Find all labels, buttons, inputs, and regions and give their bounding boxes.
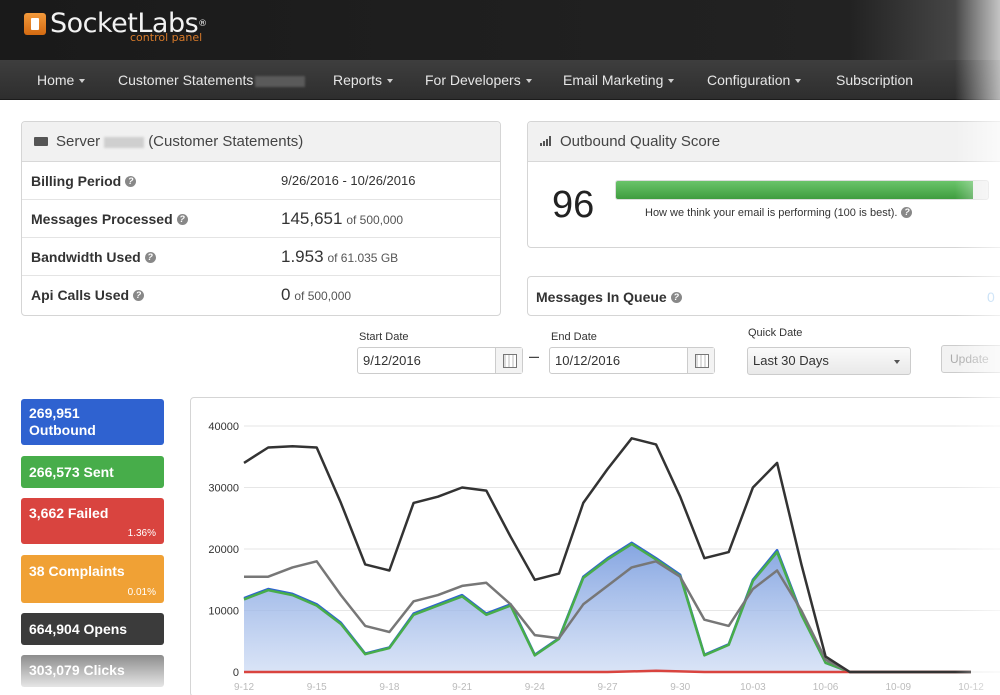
- socketlabs-logo[interactable]: SocketLabs®: [24, 9, 207, 51]
- stat-failed[interactable]: 3,662 Failed 1.36%: [21, 498, 164, 544]
- billing-period-value: 9/26/2016 - 10/26/2016: [281, 173, 416, 188]
- calendar-icon[interactable]: [495, 348, 522, 373]
- nav-subscription[interactable]: Subscription: [836, 72, 914, 88]
- stat-outbound[interactable]: 269,951 Outbound: [21, 399, 164, 445]
- y-tick-label: 0: [233, 667, 239, 679]
- top-header: SocketLabs® control panel: [0, 0, 1000, 60]
- y-tick-label: 20000: [208, 544, 239, 556]
- start-date-input[interactable]: 9/12/2016: [357, 347, 523, 374]
- api-calls-row: Api Calls Used? 0 of 500,000: [22, 276, 500, 314]
- caret-down-icon: [668, 79, 675, 84]
- series-opens-line[interactable]: [243, 437, 971, 674]
- logo-mark-icon: [24, 13, 46, 35]
- stat-clicks-label: 303,079 Clicks: [29, 662, 125, 678]
- chevron-down-icon: [894, 360, 900, 364]
- row-label: Bandwidth Used?: [31, 238, 156, 276]
- x-tick-label: 9-27: [597, 682, 617, 693]
- bandwidth-used-row: Bandwidth Used? 1.953 of 61.035 GB: [22, 238, 500, 276]
- quality-score-bar: [615, 180, 989, 200]
- activity-chart: 0 10000 20000 30000 40000 9-12 9-15 9-18 9-21 9-2…: [190, 397, 1000, 695]
- x-tick-label: 10-03: [740, 682, 766, 693]
- row-label: Api Calls Used?: [31, 276, 145, 314]
- y-tick-label: 10000: [208, 606, 239, 618]
- help-icon[interactable]: ?: [144, 251, 156, 263]
- bandwidth-used-value: 1.953 of 61.035 GB: [281, 247, 399, 266]
- row-label: Billing Period?: [31, 162, 137, 200]
- messages-processed-row: Messages Processed? 145,651 of 500,000: [22, 200, 500, 238]
- stat-outbound-count: 269,951: [29, 405, 80, 421]
- stat-opens[interactable]: 664,904 Opens: [21, 613, 164, 645]
- nav-for-developers[interactable]: For Developers: [425, 60, 532, 100]
- quick-date-select[interactable]: Last 30 Days: [747, 347, 911, 375]
- server-panel-title: Server (Customer Statements): [22, 122, 500, 162]
- redacted-server-name: [104, 136, 145, 148]
- quality-score-panel: Outbound Quality Score 96 How we think y…: [527, 121, 1000, 248]
- nav-home[interactable]: Home: [37, 60, 86, 100]
- x-tick-label: 10-06: [813, 682, 839, 693]
- nav-email-marketing[interactable]: Email Marketing: [563, 60, 675, 100]
- y-tick-label: 40000: [208, 421, 239, 433]
- caret-down-icon: [525, 79, 532, 84]
- end-date-input[interactable]: 10/12/2016: [549, 347, 715, 374]
- main-nav: Home Customer Statements Reports For Dev…: [0, 60, 1000, 100]
- quality-panel-title: Outbound Quality Score: [528, 122, 1000, 162]
- logo-subtitle: control panel: [130, 31, 203, 44]
- series-outbound-area: [244, 542, 971, 672]
- api-calls-value: 0 of 500,000: [281, 285, 352, 304]
- messages-in-queue: Messages In Queue? 0: [527, 276, 1000, 316]
- x-tick-label: 9-21: [452, 682, 472, 693]
- stat-failed-percent: 1.36%: [127, 528, 156, 539]
- quality-score-value: 96: [552, 184, 595, 226]
- x-tick-label: 9-30: [670, 682, 690, 693]
- queue-label: Messages In Queue?: [536, 277, 682, 317]
- caret-down-icon: [795, 79, 802, 84]
- messages-processed-value: 145,651 of 500,000: [281, 209, 404, 228]
- stat-opens-label: 664,904 Opens: [29, 621, 128, 637]
- logo-wordmark: SocketLabs®: [50, 8, 207, 39]
- help-icon[interactable]: ?: [901, 206, 913, 218]
- quality-score-caption: How we think your email is performing (1…: [645, 206, 913, 219]
- queue-count: 0: [987, 289, 995, 305]
- stat-complaints-label: 38 Complaints: [29, 563, 125, 579]
- nav-configuration[interactable]: Configuration: [707, 60, 802, 100]
- end-date-label: End Date: [551, 331, 597, 343]
- redacted-text: [255, 75, 306, 87]
- help-icon[interactable]: ?: [133, 289, 145, 301]
- quick-date-label: Quick Date: [748, 327, 803, 339]
- quality-score-bar-fill: [616, 181, 974, 199]
- row-label: Messages Processed?: [31, 200, 188, 238]
- x-tick-label: 9-15: [307, 682, 327, 693]
- start-date-label: Start Date: [359, 331, 409, 343]
- x-tick-label: 10-12: [958, 682, 984, 693]
- stat-sent-label: 266,573 Sent: [29, 464, 114, 480]
- x-tick-label: 9-18: [379, 682, 399, 693]
- stat-clicks[interactable]: 303,079 Clicks: [21, 655, 164, 687]
- stat-complaints-percent: 0.01%: [127, 587, 156, 598]
- stat-complaints[interactable]: 38 Complaints 0.01%: [21, 555, 164, 603]
- nav-customer-statements[interactable]: Customer Statements: [118, 60, 306, 100]
- help-icon[interactable]: ?: [125, 175, 137, 187]
- x-tick-label: 10-09: [886, 682, 912, 693]
- activity-chart-svg: 0 10000 20000 30000 40000 9-12 9-15 9-18 9-21 9-2…: [208, 421, 1000, 693]
- update-button[interactable]: Update: [941, 345, 1000, 373]
- envelope-icon: [34, 136, 48, 146]
- help-icon[interactable]: ?: [176, 213, 188, 225]
- server-statement-panel: Server (Customer Statements) Billing Peri…: [21, 121, 501, 316]
- x-tick-label: 9-12: [234, 682, 254, 693]
- billing-period-row: Billing Period? 9/26/2016 - 10/26/2016: [22, 162, 500, 200]
- nav-reports[interactable]: Reports: [333, 60, 394, 100]
- caret-down-icon: [387, 79, 394, 84]
- stat-failed-label: 3,662 Failed: [29, 505, 109, 521]
- caret-down-icon: [79, 79, 86, 84]
- signal-bars-icon: [540, 136, 554, 147]
- date-range-dash: –: [529, 346, 540, 366]
- calendar-icon[interactable]: [687, 348, 714, 373]
- y-tick-label: 30000: [208, 483, 239, 495]
- x-tick-label: 9-24: [525, 682, 545, 693]
- stat-sent[interactable]: 266,573 Sent: [21, 456, 164, 488]
- help-icon[interactable]: ?: [670, 291, 682, 303]
- stat-outbound-label: Outbound: [29, 422, 96, 438]
